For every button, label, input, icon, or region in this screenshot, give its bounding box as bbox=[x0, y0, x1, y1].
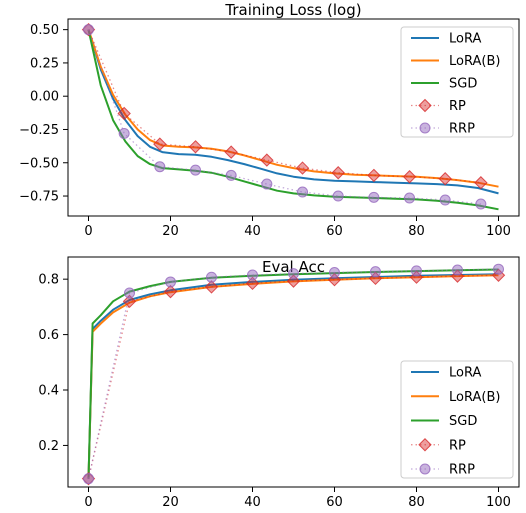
x-tick-label: 100 bbox=[486, 224, 511, 239]
legend-marker-RRP bbox=[419, 463, 431, 475]
point-RP bbox=[367, 168, 381, 183]
y-tick-label: 0.8 bbox=[38, 273, 59, 288]
legend-label-LoRA: LoRA bbox=[449, 32, 481, 47]
x-tick-label: 60 bbox=[326, 495, 343, 510]
point-RRP bbox=[261, 178, 273, 190]
point-RP bbox=[402, 170, 417, 184]
point-RRP bbox=[370, 266, 381, 278]
legend-frame bbox=[400, 360, 514, 479]
point-RRP bbox=[190, 164, 202, 176]
chart-title: Training Loss (log) bbox=[224, 1, 361, 19]
point-RP bbox=[245, 276, 260, 291]
y-tick-label: 0.4 bbox=[38, 384, 59, 399]
x-tick-label: 40 bbox=[244, 495, 261, 510]
point-RRP bbox=[154, 161, 166, 173]
point-RRP bbox=[83, 24, 94, 36]
point-RRP bbox=[475, 198, 487, 210]
chart-0: Training Loss (log) 0 20 40 60 80 100 0.50 0.25 0… bbox=[19, 1, 520, 239]
series-line-SGD bbox=[87, 29, 499, 211]
point-RRP bbox=[124, 287, 135, 299]
point-RP bbox=[153, 137, 167, 151]
y-tick-label: −0.50 bbox=[19, 156, 59, 171]
point-RRP bbox=[118, 127, 130, 139]
series-line-LoRA bbox=[87, 273, 499, 479]
axes-frame bbox=[67, 256, 520, 488]
point-RP bbox=[368, 271, 383, 286]
point-RRP bbox=[225, 169, 237, 181]
point-RP bbox=[438, 172, 452, 186]
point-RP bbox=[204, 280, 219, 294]
x-tick-label: 60 bbox=[326, 224, 343, 239]
y-tick-label: 0.25 bbox=[30, 56, 59, 71]
point-RRP bbox=[332, 190, 344, 202]
legend-marker-RRP bbox=[419, 122, 431, 134]
point-RRP bbox=[411, 265, 422, 277]
point-RP bbox=[474, 176, 488, 190]
y-tick-label: 0.00 bbox=[30, 90, 59, 105]
point-RP bbox=[163, 284, 178, 299]
point-RP bbox=[450, 269, 465, 283]
point-RRP bbox=[297, 186, 309, 198]
series-line-LoRA bbox=[87, 29, 499, 195]
legend-marker-RP bbox=[418, 438, 432, 452]
legend-label-LoRA(B): LoRA(B) bbox=[449, 54, 500, 69]
legend: LoRA LoRA(B) SGD RP RRP bbox=[400, 26, 514, 138]
point-RP bbox=[295, 161, 310, 175]
point-RP bbox=[188, 140, 203, 154]
legend-label-SGD: SGD bbox=[449, 77, 477, 92]
series-dotted-RP bbox=[87, 274, 499, 479]
point-RRP bbox=[452, 264, 463, 276]
point-RP bbox=[260, 153, 274, 167]
plot-area bbox=[81, 263, 506, 486]
legend-frame bbox=[400, 26, 514, 138]
legend-label-RP: RP bbox=[449, 99, 466, 114]
y-tick-label: −0.75 bbox=[19, 190, 59, 205]
y-tick-label: 0.2 bbox=[38, 439, 59, 454]
point-RP bbox=[117, 106, 131, 121]
point-RRP bbox=[165, 276, 176, 288]
x-tick-label: 80 bbox=[408, 224, 425, 239]
point-RRP bbox=[83, 473, 94, 485]
point-RRP bbox=[493, 263, 504, 275]
legend: LoRA LoRA(B) SGD RP RRP bbox=[400, 360, 514, 479]
point-RRP bbox=[439, 194, 451, 206]
legend-label-RRP: RRP bbox=[449, 463, 475, 478]
legend-label-RRP: RRP bbox=[449, 122, 475, 137]
point-RRP bbox=[404, 192, 416, 204]
chart-title: Eval Acc bbox=[262, 258, 325, 276]
legend-label-LoRA: LoRA bbox=[449, 366, 481, 381]
series-line-LoRA(B) bbox=[87, 274, 499, 479]
x-tick-label: 0 bbox=[84, 224, 92, 239]
axes-frame bbox=[67, 18, 520, 217]
y-tick-label: −0.25 bbox=[19, 123, 59, 138]
legend-marker-RP bbox=[418, 98, 432, 113]
point-RRP bbox=[368, 191, 380, 203]
point-RP bbox=[491, 268, 506, 282]
point-RP bbox=[122, 294, 137, 309]
legend-label-SGD: SGD bbox=[449, 414, 477, 429]
x-tick-label: 20 bbox=[162, 224, 179, 239]
x-tick-label: 100 bbox=[486, 495, 511, 510]
point-RRP bbox=[329, 267, 340, 279]
point-RRP bbox=[206, 271, 217, 283]
x-tick-label: 20 bbox=[162, 495, 179, 510]
legend-label-RP: RP bbox=[449, 438, 466, 453]
point-RP bbox=[224, 145, 238, 159]
plot-area bbox=[81, 22, 499, 211]
point-RRP bbox=[247, 269, 258, 281]
x-tick-label: 0 bbox=[84, 495, 92, 510]
point-RP bbox=[286, 274, 301, 288]
x-tick-label: 80 bbox=[408, 495, 425, 510]
y-tick-label: 0.6 bbox=[38, 328, 59, 343]
point-RP bbox=[331, 166, 345, 180]
legend-label-LoRA(B): LoRA(B) bbox=[449, 390, 500, 405]
y-tick-label: 0.50 bbox=[30, 23, 59, 38]
point-RRP bbox=[288, 268, 299, 280]
x-tick-label: 40 bbox=[244, 224, 261, 239]
